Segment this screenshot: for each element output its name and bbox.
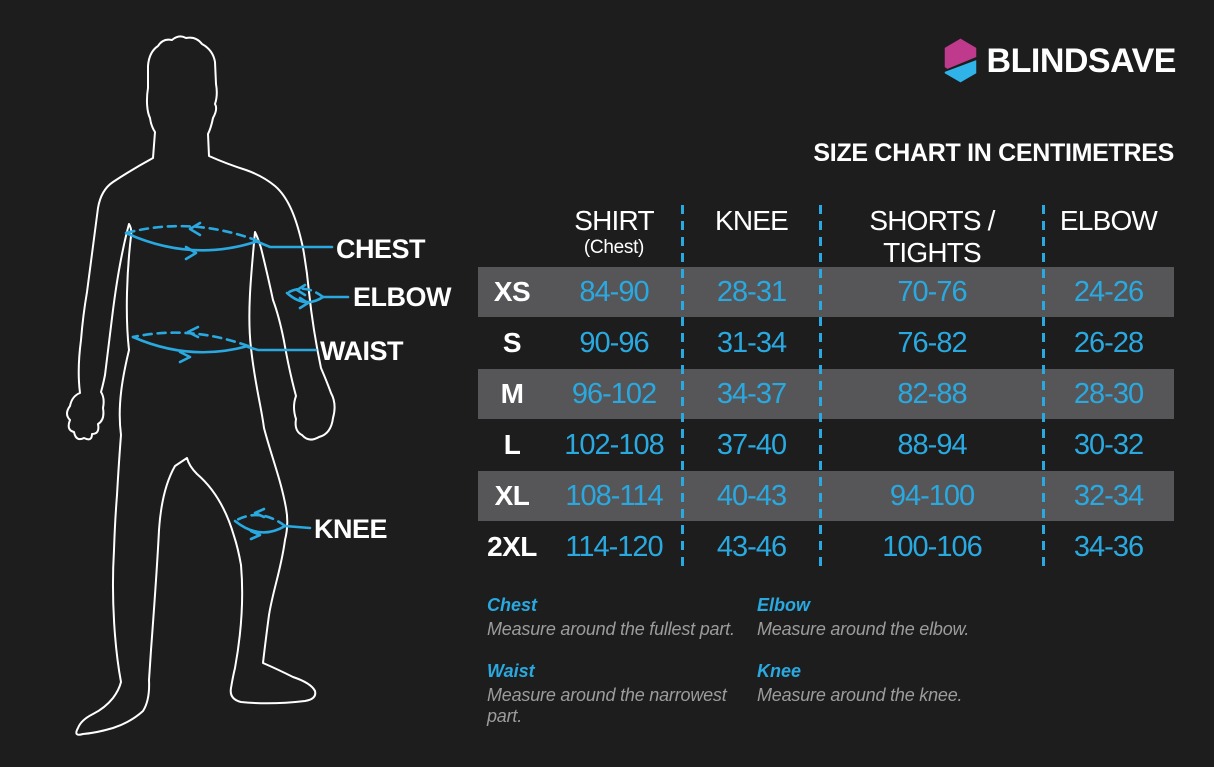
elbow-range: 30-32 [1073, 428, 1144, 461]
elbow-range: 34-36 [1073, 530, 1144, 563]
knee-range: 28-31 [716, 275, 787, 308]
shorts-waist-range: 94-100 [889, 479, 975, 512]
shirt-chest-range: 96-102 [571, 377, 657, 410]
knee-measure-mark [233, 507, 312, 541]
notes-right-column: Elbow Measure around the elbow. Knee Mea… [757, 595, 1177, 748]
note-knee-term: Knee [757, 661, 802, 681]
note-elbow-desc: Measure around the elbow. [757, 619, 970, 639]
table-row: S 90-96 31-34 76-82 26-28 [478, 318, 1174, 368]
elbow-measure-mark [285, 283, 350, 310]
note-chest: Chest Measure around the fullest part. [487, 595, 757, 640]
shorts-waist-range: 70-76 [897, 275, 967, 308]
header-shirt: SHIRT (Chest) [546, 200, 682, 291]
size-label: XL [494, 480, 530, 511]
shirt-chest-range: 114-120 [565, 530, 663, 563]
notes-left-column: Chest Measure around the fullest part. W… [487, 595, 757, 748]
waist-measure-mark [131, 325, 318, 364]
chest-diagram-label: CHEST [336, 234, 426, 264]
note-waist-desc: Measure around the narrowest part. [487, 685, 727, 726]
note-chest-term: Chest [487, 595, 538, 615]
header-elbow: ELBOW [1043, 200, 1174, 291]
body-outline [66, 35, 336, 736]
table-row: M 96-102 34-37 82-88 28-30 [478, 369, 1174, 419]
elbow-diagram-label: ELBOW [353, 282, 452, 312]
table-row: XL 108-114 40-43 94-100 32-34 [478, 471, 1174, 521]
elbow-range: 26-28 [1073, 326, 1144, 359]
chest-measure-mark [124, 221, 334, 261]
knee-range: 40-43 [716, 479, 787, 512]
shorts-waist-range: 88-94 [897, 428, 967, 461]
shirt-chest-range: 84-90 [579, 275, 649, 308]
measurement-notes: Chest Measure around the fullest part. W… [487, 595, 1177, 748]
note-waist: Waist Measure around the narrowest part. [487, 661, 757, 727]
header-knee: KNEE [682, 200, 821, 291]
header-knee-label: KNEE [714, 205, 789, 236]
shorts-waist-range: 82-88 [897, 377, 967, 410]
elbow-range: 24-26 [1073, 275, 1144, 308]
elbow-range: 28-30 [1073, 377, 1144, 410]
table-header-row: SHIRT (Chest) KNEE SHORTS / TIGHTS (Wais… [478, 200, 1174, 290]
size-label: XS [493, 276, 531, 307]
header-shirt-sub: (Chest) [583, 237, 645, 258]
column-separator [1042, 205, 1045, 572]
brand-logo: BLINDSAVE [943, 36, 1177, 85]
table-row: L 102-108 37-40 88-94 30-32 [478, 420, 1174, 470]
elbow-range: 32-34 [1073, 479, 1144, 512]
note-elbow-term: Elbow [757, 595, 810, 615]
note-knee: Knee Measure around the knee. [757, 661, 1177, 706]
blindsave-logo-icon [944, 38, 976, 83]
header-shorts-tights: SHORTS / TIGHTS (Waist) [821, 200, 1043, 291]
size-label: M [500, 378, 524, 409]
table-row: XS 84-90 28-31 70-76 24-26 [478, 267, 1174, 317]
shorts-waist-range: 100-106 [882, 530, 982, 563]
size-label: 2XL [487, 531, 537, 562]
knee-range: 34-37 [716, 377, 787, 410]
size-label: L [503, 429, 521, 460]
waist-diagram-label: WAIST [320, 336, 404, 366]
note-chest-desc: Measure around the fullest part. [487, 619, 735, 639]
shorts-waist-range: 76-82 [897, 326, 967, 359]
column-separator [681, 205, 684, 572]
shirt-chest-range: 108-114 [565, 479, 663, 512]
knee-range: 31-34 [716, 326, 787, 359]
note-elbow: Elbow Measure around the elbow. [757, 595, 1177, 640]
brand-name: BLINDSAVE [986, 41, 1177, 80]
column-separator [819, 205, 822, 572]
knee-diagram-label: KNEE [314, 514, 387, 544]
note-knee-desc: Measure around the knee. [757, 685, 963, 705]
header-shirt-label: SHIRT [574, 205, 654, 236]
shirt-chest-range: 90-96 [579, 326, 649, 359]
body-measurement-diagram: CHEST ELBOW WAIST KNEE [66, 35, 453, 736]
header-shorts-label: SHORTS / TIGHTS [869, 205, 995, 268]
size-label: S [502, 327, 522, 358]
knee-range: 37-40 [716, 428, 787, 461]
page-title: SIZE CHART IN CENTIMETRES [813, 139, 1174, 167]
shirt-chest-range: 102-108 [564, 428, 664, 461]
note-waist-term: Waist [487, 661, 535, 681]
knee-range: 43-46 [716, 530, 787, 563]
table-row: 2XL 114-120 43-46 100-106 34-36 [478, 522, 1174, 572]
table-body: XS 84-90 28-31 70-76 24-26 S 90-96 31-34… [478, 267, 1174, 573]
header-elbow-label: ELBOW [1059, 205, 1158, 236]
size-chart-table: SHIRT (Chest) KNEE SHORTS / TIGHTS (Wais… [478, 200, 1174, 573]
